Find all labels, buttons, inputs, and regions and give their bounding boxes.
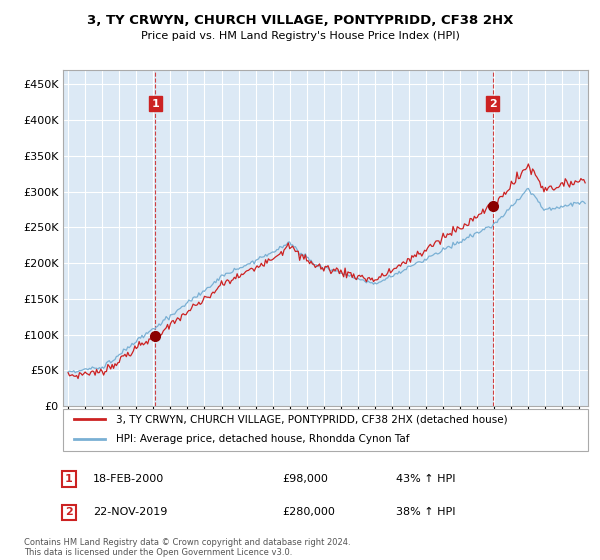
Text: 18-FEB-2000: 18-FEB-2000 bbox=[93, 474, 164, 484]
Text: 3, TY CRWYN, CHURCH VILLAGE, PONTYPRIDD, CF38 2HX: 3, TY CRWYN, CHURCH VILLAGE, PONTYPRIDD,… bbox=[87, 14, 513, 27]
Text: 1: 1 bbox=[152, 99, 159, 109]
Text: 2: 2 bbox=[65, 507, 73, 517]
Text: 43% ↑ HPI: 43% ↑ HPI bbox=[396, 474, 455, 484]
Text: £280,000: £280,000 bbox=[282, 507, 335, 517]
Text: 3, TY CRWYN, CHURCH VILLAGE, PONTYPRIDD, CF38 2HX (detached house): 3, TY CRWYN, CHURCH VILLAGE, PONTYPRIDD,… bbox=[115, 414, 507, 424]
Text: £98,000: £98,000 bbox=[282, 474, 328, 484]
Text: 2: 2 bbox=[488, 99, 496, 109]
Text: HPI: Average price, detached house, Rhondda Cynon Taf: HPI: Average price, detached house, Rhon… bbox=[115, 434, 409, 444]
Text: 22-NOV-2019: 22-NOV-2019 bbox=[93, 507, 167, 517]
Text: 1: 1 bbox=[65, 474, 73, 484]
FancyBboxPatch shape bbox=[63, 409, 588, 451]
Text: Price paid vs. HM Land Registry's House Price Index (HPI): Price paid vs. HM Land Registry's House … bbox=[140, 31, 460, 41]
Text: 38% ↑ HPI: 38% ↑ HPI bbox=[396, 507, 455, 517]
Text: Contains HM Land Registry data © Crown copyright and database right 2024.
This d: Contains HM Land Registry data © Crown c… bbox=[24, 538, 350, 557]
